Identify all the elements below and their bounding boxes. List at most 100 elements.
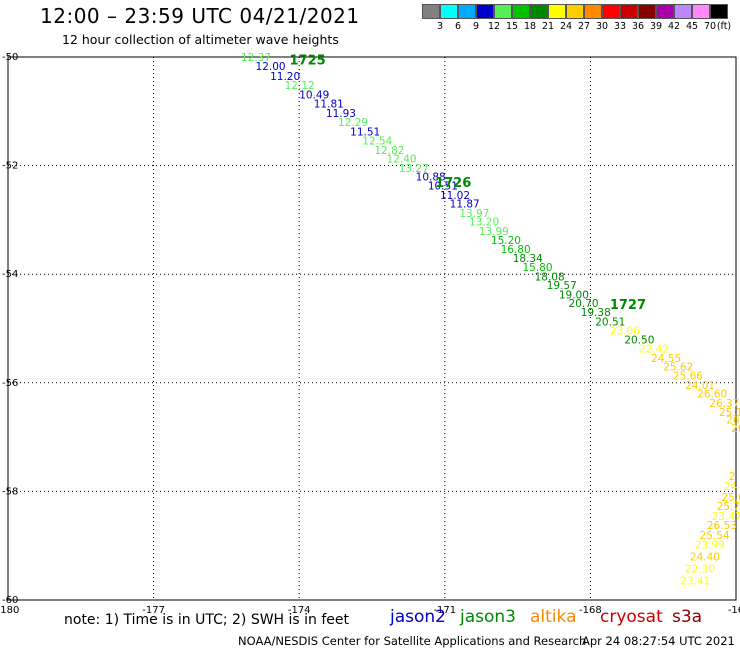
swh-value-label: 11.93 — [326, 108, 356, 120]
swh-value-label: 25.16 — [719, 407, 740, 419]
colorbar-swatch — [440, 4, 458, 19]
y-tick-label: -60 — [2, 595, 18, 606]
swh-value-label: 13.27 — [399, 163, 429, 175]
colorbar-tick-label: 33 — [613, 21, 627, 32]
satellite-legend-jason2: jason2 — [390, 607, 446, 627]
swh-value-label: 26.2 — [726, 415, 740, 427]
swh-value-label: 24.40 — [690, 552, 720, 564]
colorbar-tick-label: 9 — [472, 21, 480, 32]
swh-value-label: 13.20 — [469, 217, 499, 229]
colorbar-unit: (ft) — [716, 21, 732, 32]
colorbar-swatch — [566, 4, 584, 19]
swh-value-label: 11.02 — [440, 190, 470, 202]
swh-value-label: 12.00 — [256, 61, 286, 73]
colorbar-tick-label: 21 — [541, 21, 555, 32]
swh-value-label: 2 — [729, 471, 736, 483]
colorbar-tick-label: 6 — [454, 21, 462, 32]
swh-value-label: 25.0 — [721, 492, 740, 504]
x-tick-label: -174 — [288, 605, 311, 616]
swh-value-label: 22.42 — [639, 344, 669, 356]
swh-value-label: 26 — [731, 423, 740, 435]
x-tick-label: -180 — [0, 605, 19, 616]
colorbar-swatch — [422, 4, 440, 19]
colorbar-swatch — [692, 4, 710, 19]
colorbar-swatch — [548, 4, 566, 19]
swh-value-label: 12.82 — [374, 145, 404, 157]
pass-time-label: 1725 — [289, 54, 325, 69]
swh-value-label: 10.49 — [299, 89, 329, 101]
swh-value-label: 24 — [724, 481, 738, 493]
swh-value-label: 12.12 — [285, 80, 315, 92]
colorbar-swatch — [494, 4, 512, 19]
satellite-legend-cryosat: cryosat — [600, 607, 663, 627]
y-tick-label: -50 — [2, 52, 18, 63]
colorbar-swatch — [638, 4, 656, 19]
swh-value-label: 19.57 — [547, 280, 577, 292]
swh-value-label: 19.38 — [581, 307, 611, 319]
swh-value-label: 11.81 — [314, 99, 344, 111]
satellite-legend-jason3: jason3 — [460, 607, 516, 627]
swh-value-label: 13.97 — [459, 208, 489, 220]
swh-value-label: 23.47 — [712, 511, 740, 523]
swh-value-label: 20.50 — [624, 334, 654, 346]
swh-value-label: 23.06 — [610, 326, 640, 338]
swh-value-label: 11.20 — [270, 71, 300, 83]
colorbar-swatch — [602, 4, 620, 19]
swh-value-label: 26.53 — [707, 520, 737, 532]
colorbar-tick-label: 42 — [667, 21, 681, 32]
colorbar-tick-label: 3 — [436, 21, 444, 32]
swh-value-label: 15.80 — [522, 262, 552, 274]
x-tick-label: -171 — [433, 605, 456, 616]
axis-ticks: -180 -177 -174 -171 -168 -16 -50 -52 -54 -56 -58 -6… — [0, 52, 740, 616]
colorbar-tick-label: 24 — [559, 21, 573, 32]
swh-value-label: 20.51 — [595, 316, 625, 328]
swh-value-label: 11.51 — [350, 126, 380, 138]
swh-value-label: 16.80 — [501, 244, 531, 256]
swh-value-label: 23.99 — [695, 540, 725, 552]
pass-time-label: 1727 — [610, 298, 646, 313]
plot-frame — [7, 56, 737, 601]
x-tick-label: -16 — [728, 605, 740, 616]
swh-value-label: 15.20 — [491, 235, 521, 247]
swh-value-label: 12.37 — [241, 52, 271, 64]
swh-value-label: 23.41 — [680, 575, 710, 587]
swh-value-label: 12.29 — [338, 117, 368, 129]
swh-value-label: 25.66 — [673, 371, 703, 383]
swh-value-label: 18.34 — [513, 253, 543, 265]
colorbar-tick-label: 45 — [685, 21, 699, 32]
colorbar-swatch — [512, 4, 530, 19]
satellite-legend-altika: altika — [530, 607, 577, 627]
colorbar-tick-label: 30 — [595, 21, 609, 32]
colorbar-tick-label: 39 — [649, 21, 663, 32]
colorbar-tick-label: 15 — [505, 21, 519, 32]
swh-value-label: 24.01 — [685, 380, 715, 392]
map-subtitle: 12 hour collection of altimeter wave hei… — [62, 32, 339, 47]
swh-value-label: 11.87 — [450, 199, 480, 211]
map-title: 12:00 – 23:59 UTC 04/21/2021 — [40, 4, 360, 28]
colorbar-tick-label: 27 — [577, 21, 591, 32]
swh-value-label: 25.62 — [663, 362, 693, 374]
colorbar-swatch — [476, 4, 494, 19]
map-grid — [7, 56, 737, 601]
footer-credit: NOAA/NESDIS Center for Satellite Applica… — [238, 634, 587, 648]
y-tick-label: -58 — [2, 486, 18, 497]
y-tick-label: -56 — [2, 378, 18, 389]
swh-value-label: 19.00 — [559, 289, 589, 301]
y-tick-label: -54 — [2, 269, 18, 280]
footer-timestamp: Apr 24 08:27:54 UTC 2021 — [582, 634, 735, 648]
y-tick-label: -52 — [2, 161, 18, 172]
swh-value-label: 10.51 — [428, 181, 458, 193]
colorbar-swatch — [620, 4, 638, 19]
swh-value-label: 12.54 — [362, 136, 392, 148]
wave-height-observations: 12.3712.0011.2012.1210.4911.8111.9312.29… — [241, 52, 740, 587]
swh-value-label: 18.08 — [535, 271, 565, 283]
pass-time-labels: 1725 1726 1727 — [289, 54, 646, 313]
colorbar-swatch — [710, 4, 728, 19]
footnote: note: 1) Time is in UTC; 2) SWH is in fe… — [64, 612, 350, 628]
swh-value-label: 24.55 — [651, 353, 681, 365]
swh-value-label: 20.70 — [569, 298, 599, 310]
colorbar-swatch — [584, 4, 602, 19]
x-tick-label: -177 — [142, 605, 165, 616]
swh-value-label: 25.54 — [700, 530, 730, 542]
